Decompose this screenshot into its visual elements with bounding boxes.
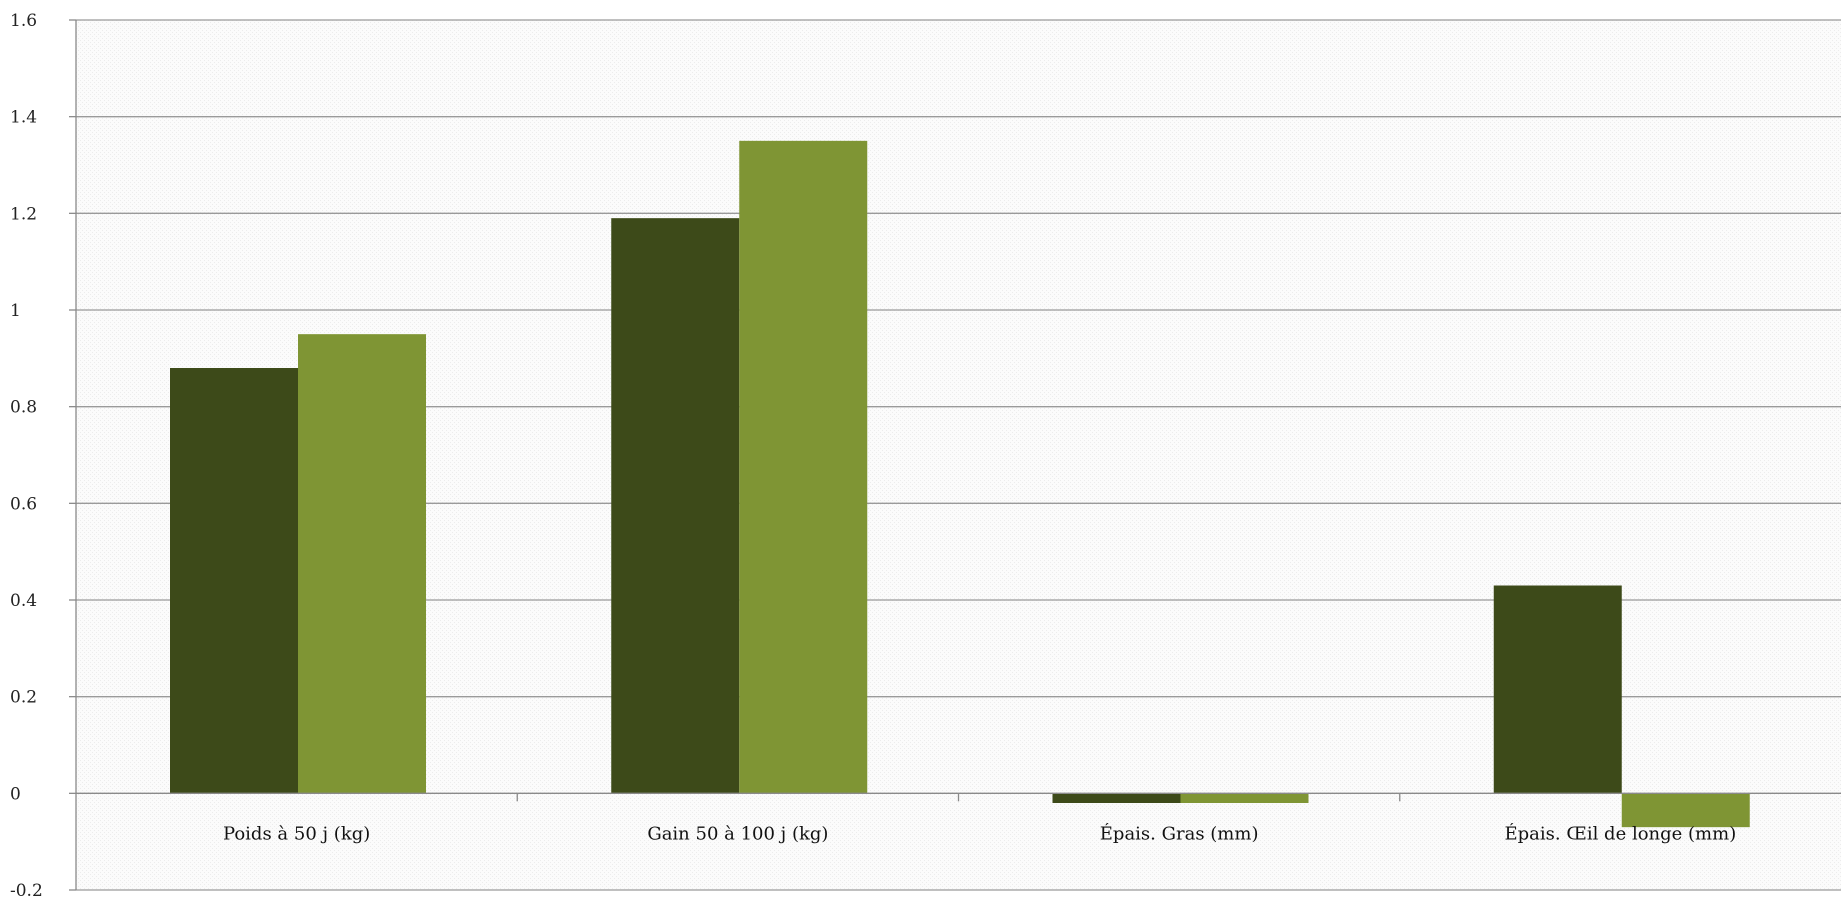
y-tick-label: 0.4: [10, 591, 37, 611]
x-category-label: Poids à 50 j (kg): [223, 823, 370, 844]
bar-series1-cat3: [1052, 793, 1181, 803]
y-tick-label: -0.2: [10, 881, 43, 900]
bar-series1-cat2: [611, 218, 740, 794]
x-category-label: Gain 50 à 100 j (kg): [647, 823, 828, 844]
y-tick-label: 1: [10, 301, 21, 321]
category-labels: Poids à 50 j (kg) Gain 50 à 100 j (kg) Épa…: [223, 821, 1736, 844]
y-tick-labels: -0.2 0 0.2 0.4 0.6 0.8 1 1.2 1.4 1.6: [10, 11, 43, 900]
bar-series2-cat4: [1621, 793, 1750, 828]
x-category-label: Épais. Œil de longe (mm): [1505, 821, 1737, 844]
bar-series2-cat2: [739, 140, 868, 794]
x-category-label: Épais. Gras (mm): [1100, 821, 1259, 844]
bar-series1-cat4: [1493, 585, 1622, 794]
bar-series2-cat1: [298, 334, 426, 794]
y-tick-label: 0.8: [10, 398, 37, 418]
bars: [170, 140, 1750, 828]
axes: [69, 19, 1841, 891]
y-tick-label: 1.4: [10, 108, 37, 128]
y-tick-label: 1.6: [10, 11, 37, 31]
y-tick-label: 1.2: [10, 204, 37, 224]
y-tick-label: 0.2: [10, 688, 37, 708]
y-tick-label: 0: [10, 784, 21, 804]
bar-series1-cat1: [170, 368, 298, 794]
y-tick-label: 0.6: [10, 494, 37, 514]
bar-series2-cat3: [1180, 793, 1309, 803]
